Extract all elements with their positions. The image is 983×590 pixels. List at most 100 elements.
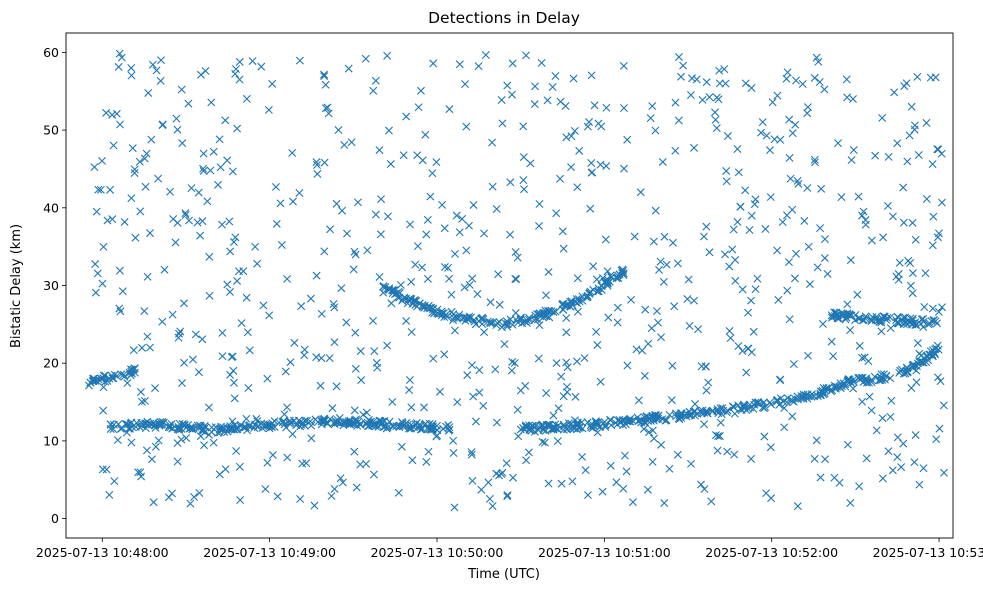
detection-point	[397, 442, 406, 451]
detection-point	[148, 420, 157, 429]
detection-point	[594, 287, 603, 296]
detection-point	[886, 412, 895, 421]
detection-point	[711, 115, 720, 124]
detection-point	[931, 73, 940, 82]
detection-point	[815, 78, 824, 86]
detection-point	[232, 447, 241, 455]
detection-point	[398, 296, 407, 305]
detection-point	[604, 313, 613, 322]
detection-point	[605, 277, 614, 286]
detection-point	[422, 230, 431, 239]
detection-point	[295, 189, 304, 198]
detection-point	[913, 72, 922, 81]
detection-point	[562, 358, 571, 367]
detection-point	[686, 90, 695, 99]
detection-point	[497, 96, 506, 104]
detection-point	[823, 269, 832, 278]
detection-point	[713, 446, 722, 455]
detection-point	[444, 263, 453, 272]
detection-point	[316, 381, 325, 390]
detection-point	[218, 220, 227, 229]
detection-point	[592, 327, 601, 336]
detection-point	[932, 435, 941, 444]
detection-point	[98, 465, 107, 474]
y-tick-label: 20	[43, 356, 59, 371]
detection-point	[855, 482, 864, 491]
detection-point	[701, 362, 710, 371]
detection-point	[166, 187, 175, 196]
detection-point	[127, 63, 136, 72]
detection-point	[857, 373, 866, 382]
detection-point	[773, 91, 782, 100]
detection-point	[328, 404, 337, 413]
detection-point	[128, 144, 137, 153]
detection-point	[878, 113, 887, 122]
detection-point	[91, 376, 100, 385]
detection-point	[660, 232, 669, 241]
detection-point	[265, 311, 274, 320]
detection-point	[468, 476, 477, 485]
detection-point	[502, 317, 511, 326]
detection-point	[341, 417, 350, 426]
y-axis-label: Bistatic Delay (km)	[9, 224, 24, 348]
detection-point	[800, 216, 809, 225]
detection-point	[543, 96, 552, 105]
detection-point	[320, 70, 329, 79]
x-tick-label: 2025-07-13 10:48:00	[36, 545, 169, 560]
detection-point	[716, 418, 725, 427]
detection-point	[641, 305, 650, 314]
detection-point	[734, 401, 743, 410]
detection-point	[765, 398, 774, 407]
detection-point	[99, 406, 108, 415]
detection-point	[935, 424, 944, 433]
detection-point	[468, 361, 476, 370]
detection-point	[757, 128, 766, 137]
detection-point	[480, 229, 489, 238]
detection-point	[363, 422, 372, 431]
detection-point	[294, 416, 303, 425]
detection-point	[196, 421, 205, 430]
detection-point	[151, 442, 160, 451]
detection-point	[272, 219, 281, 228]
detection-point	[673, 259, 682, 268]
detection-point	[432, 158, 441, 167]
detection-point	[329, 300, 338, 308]
detection-point	[126, 424, 135, 433]
detection-point	[225, 217, 234, 226]
detection-point	[849, 146, 858, 154]
detection-point	[766, 400, 775, 409]
detection-point	[106, 420, 115, 429]
detection-point	[473, 290, 482, 298]
detection-point	[793, 176, 802, 185]
detection-point	[352, 483, 361, 492]
detection-point	[544, 267, 553, 276]
detection-point	[613, 271, 622, 280]
detection-point	[142, 446, 151, 455]
detection-point	[519, 176, 528, 185]
detection-point	[894, 270, 903, 279]
detection-point	[423, 304, 432, 313]
detection-point	[244, 383, 253, 392]
detection-point	[783, 68, 792, 77]
detection-point	[612, 478, 621, 487]
detection-point	[195, 489, 204, 497]
detection-point	[198, 335, 207, 344]
detection-point	[178, 139, 187, 148]
detection-point	[320, 72, 329, 81]
detection-point	[502, 459, 511, 468]
detection-point	[444, 426, 453, 435]
detection-point	[361, 54, 370, 63]
detection-point	[747, 296, 756, 305]
detection-point	[876, 376, 885, 385]
x-axis-label: Time (UTC)	[467, 567, 540, 582]
detection-point	[733, 144, 742, 153]
detection-point	[693, 409, 702, 418]
detection-point	[846, 256, 855, 265]
scatter-points	[84, 49, 948, 512]
detection-point	[215, 135, 224, 144]
detection-point	[302, 416, 311, 425]
detection-point	[918, 358, 927, 367]
detection-point	[807, 392, 816, 401]
detection-point	[827, 337, 836, 346]
x-tick-label: 2025-07-13 10:52:00	[705, 545, 838, 560]
